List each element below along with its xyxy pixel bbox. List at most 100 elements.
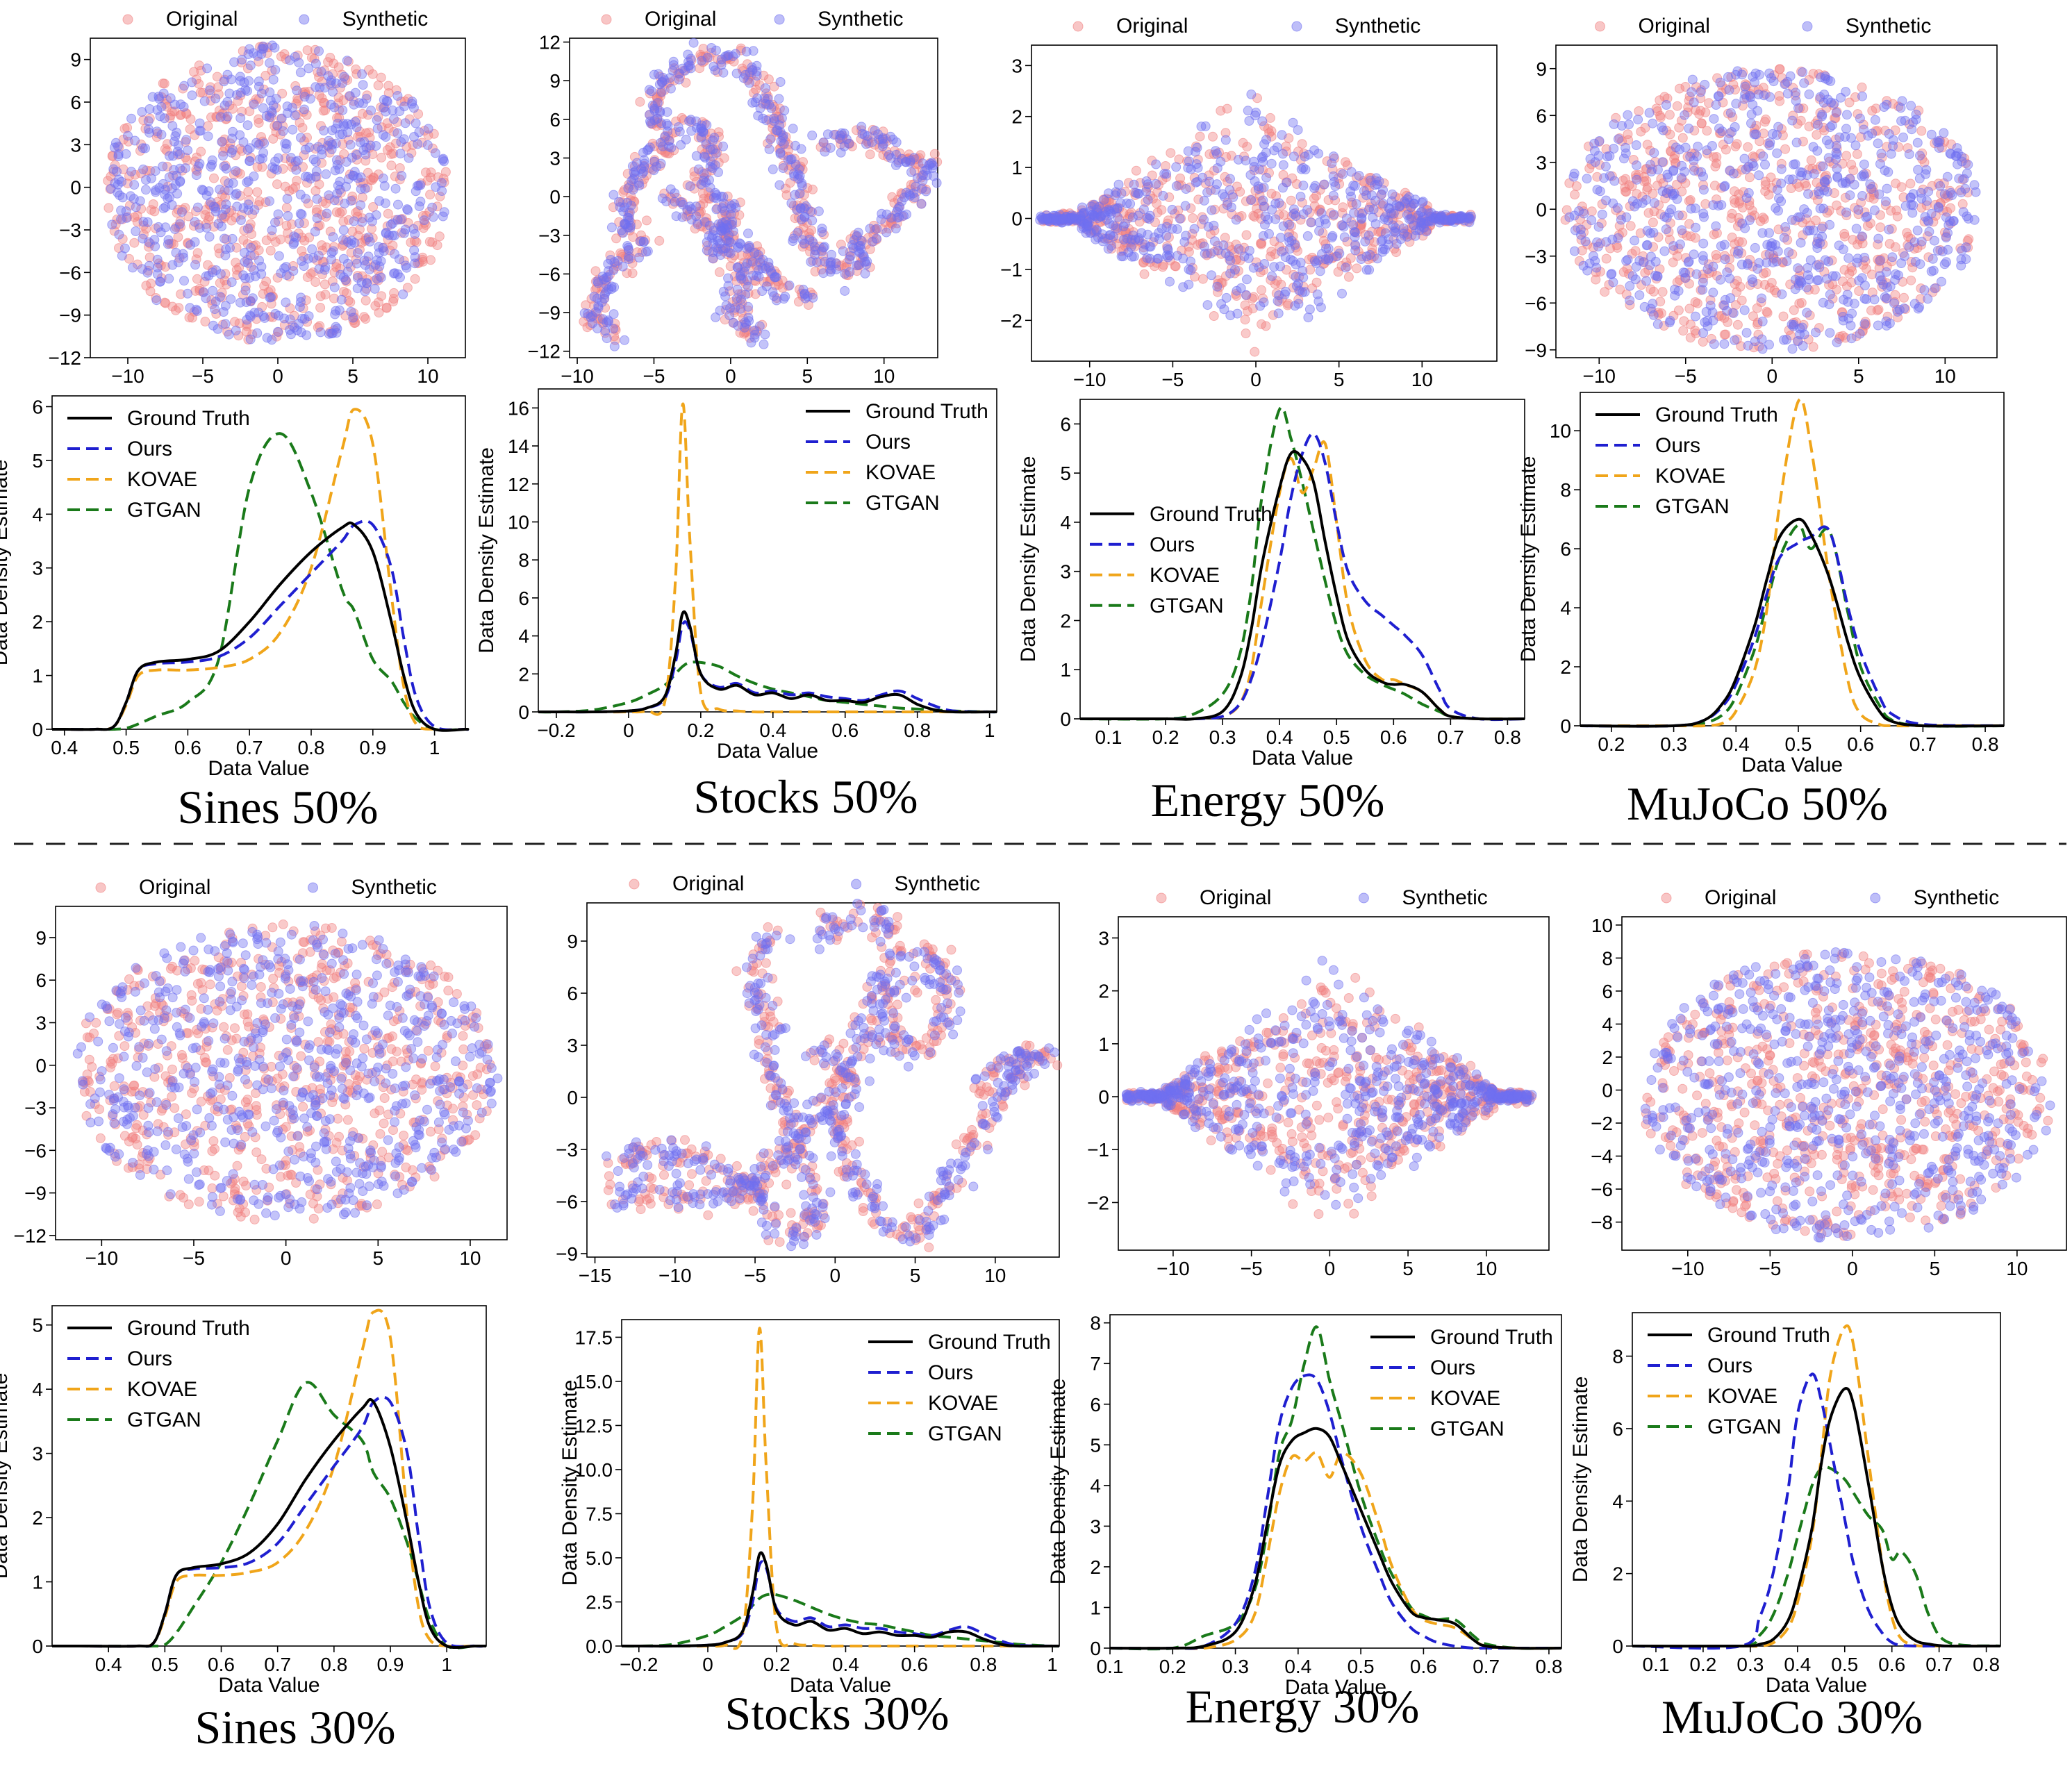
scatter-point — [345, 297, 356, 308]
scatter-point — [1930, 283, 1940, 294]
scatter-point — [609, 341, 620, 351]
scatter-point — [381, 106, 391, 117]
scatter-point — [1607, 234, 1618, 244]
scatter-point — [306, 269, 316, 279]
scatter-point — [1623, 110, 1633, 120]
scatter-point — [218, 307, 229, 317]
y-tick-label: 0 — [549, 186, 561, 208]
scatter-point — [283, 210, 293, 221]
scatter-point — [1859, 319, 1870, 329]
scatter-point — [347, 153, 357, 163]
scatter-point — [1708, 288, 1718, 298]
scatter-point — [636, 164, 647, 174]
scatter-point — [1649, 148, 1659, 158]
scatter-point — [235, 113, 246, 123]
legend-label: Original — [1116, 15, 1188, 38]
scatter-point — [1298, 287, 1308, 297]
scatter-point — [1371, 173, 1382, 183]
scatter-point — [1613, 134, 1623, 144]
scatter-point — [1702, 264, 1713, 274]
scatter-point — [736, 239, 746, 249]
scatter-point — [1739, 305, 1750, 315]
scatter-point — [1338, 202, 1348, 213]
scatter-point — [1649, 206, 1659, 217]
scatter-point — [786, 198, 797, 208]
scatter-point — [1709, 339, 1719, 349]
scatter-point — [393, 199, 403, 210]
scatter-point — [1248, 263, 1259, 273]
scatter-point — [608, 190, 619, 200]
scatter-point — [1825, 328, 1835, 338]
scatter-point — [1852, 149, 1862, 159]
scatter-point — [294, 58, 304, 68]
scatter-point — [891, 137, 902, 147]
scatter-point — [295, 67, 306, 78]
scatter-point — [272, 179, 282, 190]
scatter-point — [624, 207, 635, 217]
scatter-point — [1719, 339, 1730, 349]
scatter-point — [1766, 172, 1776, 183]
x-tick-label: −10 — [561, 365, 594, 387]
scatter-point — [204, 186, 214, 197]
scatter-point — [686, 115, 696, 125]
scatter-point — [1802, 308, 1812, 318]
scatter-point — [780, 292, 790, 301]
scatter-point — [368, 173, 379, 183]
scatter-point — [1771, 203, 1781, 213]
scatter-point — [1218, 189, 1228, 199]
scatter-point — [1873, 138, 1883, 149]
scatter-point — [389, 114, 399, 124]
scatter-point — [1346, 192, 1357, 202]
scatter-point — [1910, 256, 1921, 267]
scatter-point — [1601, 254, 1611, 264]
scatter-point — [169, 99, 180, 110]
scatter-point — [1844, 269, 1855, 279]
scatter-point — [242, 177, 252, 188]
scatter-point — [895, 201, 905, 212]
scatter-point — [1266, 247, 1277, 257]
scatter-point — [1270, 214, 1281, 224]
scatter-point — [181, 135, 192, 145]
scatter-point — [1698, 285, 1708, 295]
scatter-point — [587, 311, 597, 322]
legend-marker — [601, 14, 612, 25]
scatter-point — [1569, 246, 1580, 256]
scatter-point — [1627, 271, 1638, 281]
scatter-point — [704, 220, 715, 231]
scatter-point — [126, 191, 135, 201]
scatter-point — [796, 214, 806, 224]
scatter-point — [1130, 235, 1141, 245]
scatter-point — [1161, 169, 1172, 179]
scatter-point — [242, 224, 253, 234]
scatter-point — [401, 263, 412, 273]
scatter-point — [1191, 177, 1201, 188]
scatter-point — [160, 185, 170, 195]
scatter-point — [714, 267, 724, 277]
scatter-point — [231, 325, 241, 335]
y-tick-label: 0 — [1011, 208, 1022, 230]
y-tick-label: 9 — [1536, 58, 1547, 80]
scatter-point — [927, 158, 937, 168]
scatter-point — [311, 166, 322, 176]
y-tick-label: 3 — [1536, 152, 1547, 174]
scatter-point — [1617, 121, 1627, 131]
scatter-point — [1765, 138, 1775, 147]
scatter-point — [1657, 287, 1668, 297]
scatter-point — [167, 121, 178, 131]
scatter-point — [1246, 89, 1257, 99]
scatter-point — [294, 218, 304, 229]
y-tick-label: −1 — [1000, 259, 1022, 281]
scatter-point — [733, 263, 743, 273]
scatter-point — [204, 85, 215, 95]
scatter-point — [657, 193, 668, 203]
scatter-point — [1909, 237, 1920, 247]
scatter-point — [1896, 258, 1907, 268]
scatter-point — [282, 194, 292, 204]
scatter-point — [767, 268, 777, 279]
scatter-point — [1791, 138, 1802, 148]
scatter-point — [1926, 208, 1937, 219]
scatter-point — [1720, 294, 1730, 305]
scatter-point — [1790, 159, 1800, 169]
scatter-point — [1241, 329, 1251, 338]
scatter-point — [372, 274, 382, 284]
